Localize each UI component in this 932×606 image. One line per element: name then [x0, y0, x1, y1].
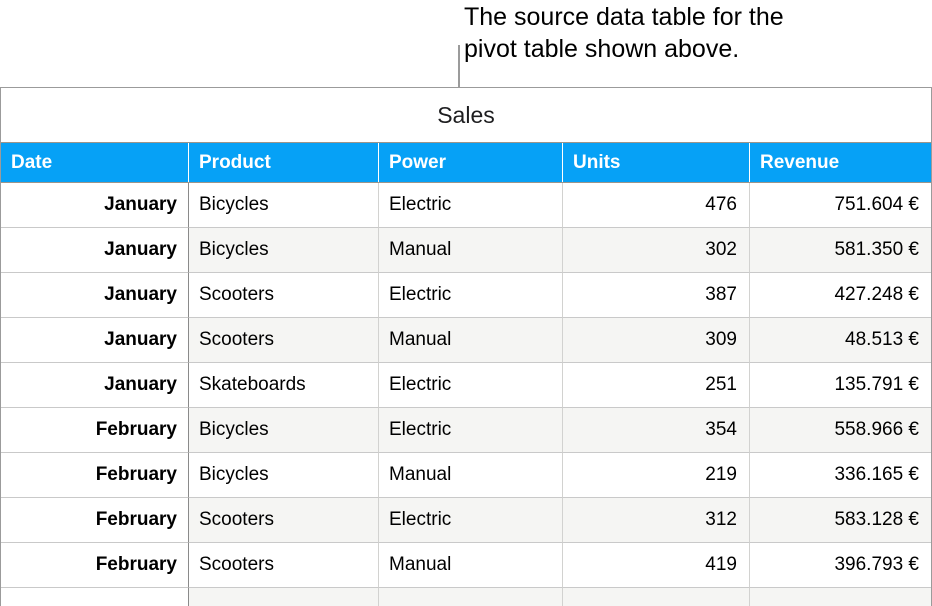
cell-power[interactable]: Electric	[379, 183, 563, 228]
table-row: February Scooters Manual 419 396.793 €	[1, 543, 931, 588]
cell-power[interactable]: Electric	[379, 363, 563, 408]
cell-date[interactable]: January	[1, 183, 189, 228]
callout-leader-line	[458, 45, 460, 88]
cell-power[interactable]: Electric	[379, 273, 563, 318]
cell-product[interactable]: Scooters	[189, 273, 379, 318]
cell-date[interactable]: January	[1, 363, 189, 408]
table-row: January Bicycles Electric 476 751.604 €	[1, 183, 931, 228]
callout-text: The source data table for the pivot tabl…	[464, 1, 784, 65]
cell-revenue[interactable]: 427.248 €	[750, 273, 931, 318]
cell-product[interactable]: Scooters	[189, 543, 379, 588]
cell-date[interactable]: February	[1, 453, 189, 498]
header-row: Date Product Power Units Revenue	[1, 142, 931, 183]
cell-units[interactable]: 387	[563, 273, 750, 318]
cell-revenue[interactable]: 581.350 €	[750, 228, 931, 273]
cell-power[interactable]: Manual	[379, 453, 563, 498]
column-header-date[interactable]: Date	[1, 143, 189, 182]
callout-line-2: pivot table shown above.	[464, 35, 740, 63]
cell-revenue[interactable]: 135.791 €	[750, 363, 931, 408]
cell-date[interactable]: February	[1, 543, 189, 588]
callout-line-1: The source data table for the	[464, 3, 784, 31]
cell-revenue[interactable]: 336.165 €	[750, 453, 931, 498]
cell-product[interactable]: Scooters	[189, 318, 379, 363]
column-header-units[interactable]: Units	[563, 143, 750, 182]
table-title: Sales	[437, 101, 495, 128]
cell-units[interactable]: 251	[563, 363, 750, 408]
cell-power[interactable]: Electric	[379, 408, 563, 453]
cell-product[interactable]: Bicycles	[189, 183, 379, 228]
cell-units[interactable]: 309	[563, 318, 750, 363]
cell-revenue[interactable]: 48.513 €	[750, 318, 931, 363]
cell-date[interactable]: January	[1, 318, 189, 363]
cell-product[interactable]: Scooters	[189, 498, 379, 543]
cell-power[interactable]: Manual	[379, 228, 563, 273]
cell-product[interactable]	[189, 588, 379, 606]
cell-units[interactable]: 354	[563, 408, 750, 453]
table-row: January Skateboards Electric 251 135.791…	[1, 363, 931, 408]
cell-revenue[interactable]: 751.604 €	[750, 183, 931, 228]
cell-revenue[interactable]: 558.966 €	[750, 408, 931, 453]
cell-date[interactable]: January	[1, 228, 189, 273]
cell-product[interactable]: Skateboards	[189, 363, 379, 408]
cell-date[interactable]	[1, 588, 189, 606]
cell-revenue[interactable]: 396.793 €	[750, 543, 931, 588]
cell-units[interactable]: 219	[563, 453, 750, 498]
cell-units[interactable]: 302	[563, 228, 750, 273]
column-header-power[interactable]: Power	[379, 143, 563, 182]
table-row: February Bicycles Electric 354 558.966 €	[1, 408, 931, 453]
table-row: February Bicycles Manual 219 336.165 €	[1, 453, 931, 498]
table-row: January Scooters Electric 387 427.248 €	[1, 273, 931, 318]
cell-revenue[interactable]	[750, 588, 931, 606]
sales-table: Sales Date Product Power Units Revenue J…	[0, 87, 932, 606]
table-row: February Scooters Electric 312 583.128 €	[1, 498, 931, 543]
column-header-product[interactable]: Product	[189, 143, 379, 182]
cell-units[interactable]: 312	[563, 498, 750, 543]
cell-power[interactable]	[379, 588, 563, 606]
cell-power[interactable]: Electric	[379, 498, 563, 543]
cell-units[interactable]	[563, 588, 750, 606]
cell-date[interactable]: January	[1, 273, 189, 318]
table-row-partial	[1, 588, 931, 606]
table-row: January Bicycles Manual 302 581.350 €	[1, 228, 931, 273]
cell-date[interactable]: February	[1, 408, 189, 453]
cell-power[interactable]: Manual	[379, 318, 563, 363]
cell-power[interactable]: Manual	[379, 543, 563, 588]
cell-units[interactable]: 419	[563, 543, 750, 588]
cell-product[interactable]: Bicycles	[189, 453, 379, 498]
cell-revenue[interactable]: 583.128 €	[750, 498, 931, 543]
cell-date[interactable]: February	[1, 498, 189, 543]
table-title-row[interactable]: Sales	[1, 88, 931, 142]
column-header-revenue[interactable]: Revenue	[760, 151, 840, 173]
table-row: January Scooters Manual 309 48.513 €	[1, 318, 931, 363]
cell-product[interactable]: Bicycles	[189, 228, 379, 273]
cell-product[interactable]: Bicycles	[189, 408, 379, 453]
cell-units[interactable]: 476	[563, 183, 750, 228]
